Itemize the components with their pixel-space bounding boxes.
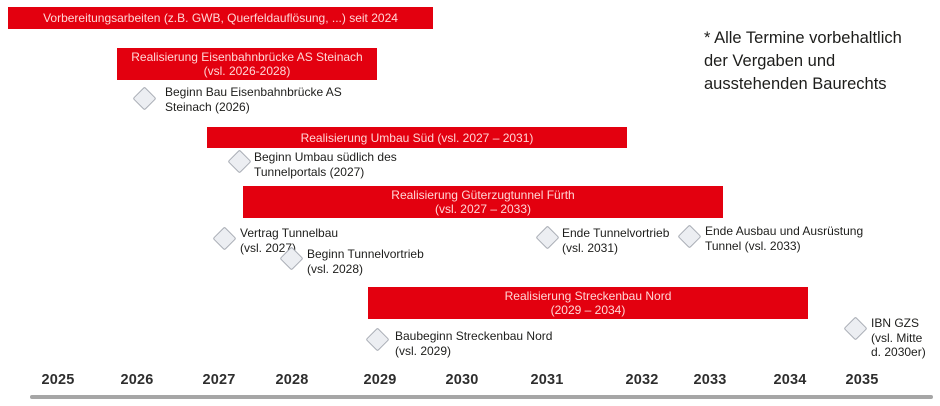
milestone-diamond-icon-beginn-bau-bruecke (132, 86, 157, 111)
milestone-label-beginn-bau-bruecke: Beginn Bau Eisenbahnbrücke AS Steinach (… (165, 85, 342, 114)
disclaimer-note: * Alle Termine vorbehaltlich der Vergabe… (704, 29, 902, 93)
axis-year-label-2029: 2029 (363, 372, 397, 388)
axis-year-label-2025: 2025 (41, 372, 75, 388)
milestone-label-ende-tunnelvortrieb: Ende Tunnelvortrieb (vsl. 2031) (562, 226, 670, 255)
milestone-diamond-icon-ibn-gzs (843, 316, 868, 341)
milestone-label-beginn-umbau-sued: Beginn Umbau südlich des Tunnelportals (… (254, 150, 397, 179)
timeline-axis (30, 395, 933, 399)
milestone-diamond-icon-ende-ausbau-tunnel (677, 224, 702, 249)
gantt-bar-eisenbahnbruecke-steinach: Realisierung Eisenbahnbrücke AS Steinach… (117, 48, 377, 80)
gantt-bar-vorbereitungsarbeiten: Vorbereitungsarbeiten (z.B. GWB, Querfel… (8, 7, 433, 29)
milestone-label-vertrag-tunnelbau: Vertrag Tunnelbau (vsl. 2027) (240, 226, 339, 255)
axis-year-label-2035: 2035 (845, 372, 879, 388)
axis-year-label-2033: 2033 (693, 372, 727, 388)
axis-year-label-2028: 2028 (275, 372, 309, 388)
milestone-label-beginn-tunnelvortrieb: Beginn Tunnelvortrieb (vsl. 2028) (307, 247, 424, 276)
gantt-bar-umbau-sued: Realisierung Umbau Süd (vsl. 2027 – 2031… (207, 127, 627, 148)
milestone-diamond-icon-ende-tunnelvortrieb (535, 225, 560, 250)
gantt-bar-gueterzugtunnel-fuerth: Realisierung Güterzugtunnel Fürth (vsl. … (243, 186, 723, 218)
axis-year-label-2026: 2026 (120, 372, 154, 388)
milestone-diamond-icon-beginn-umbau-sued (227, 149, 252, 174)
axis-year-label-2030: 2030 (445, 372, 479, 388)
axis-year-label-2034: 2034 (773, 372, 807, 388)
milestone-label-baubeginn-streckenbau: Baubeginn Streckenbau Nord (vsl. 2029) (395, 329, 553, 358)
gantt-bar-streckenbau-nord: Realisierung Streckenbau Nord (2029 – 20… (368, 287, 808, 319)
axis-year-label-2027: 2027 (202, 372, 236, 388)
axis-year-label-2032: 2032 (625, 372, 659, 388)
milestone-label-ibn-gzs: IBN GZS (vsl. Mitte d. 2030er) (871, 316, 926, 359)
axis-year-label-2031: 2031 (530, 372, 564, 388)
milestone-label-ende-ausbau-tunnel: Ende Ausbau und Ausrüstung Tunnel (vsl. … (705, 224, 864, 253)
milestone-diamond-icon-vertrag-tunnelbau (212, 226, 237, 251)
milestone-diamond-icon-baubeginn-streckenbau (365, 327, 390, 352)
